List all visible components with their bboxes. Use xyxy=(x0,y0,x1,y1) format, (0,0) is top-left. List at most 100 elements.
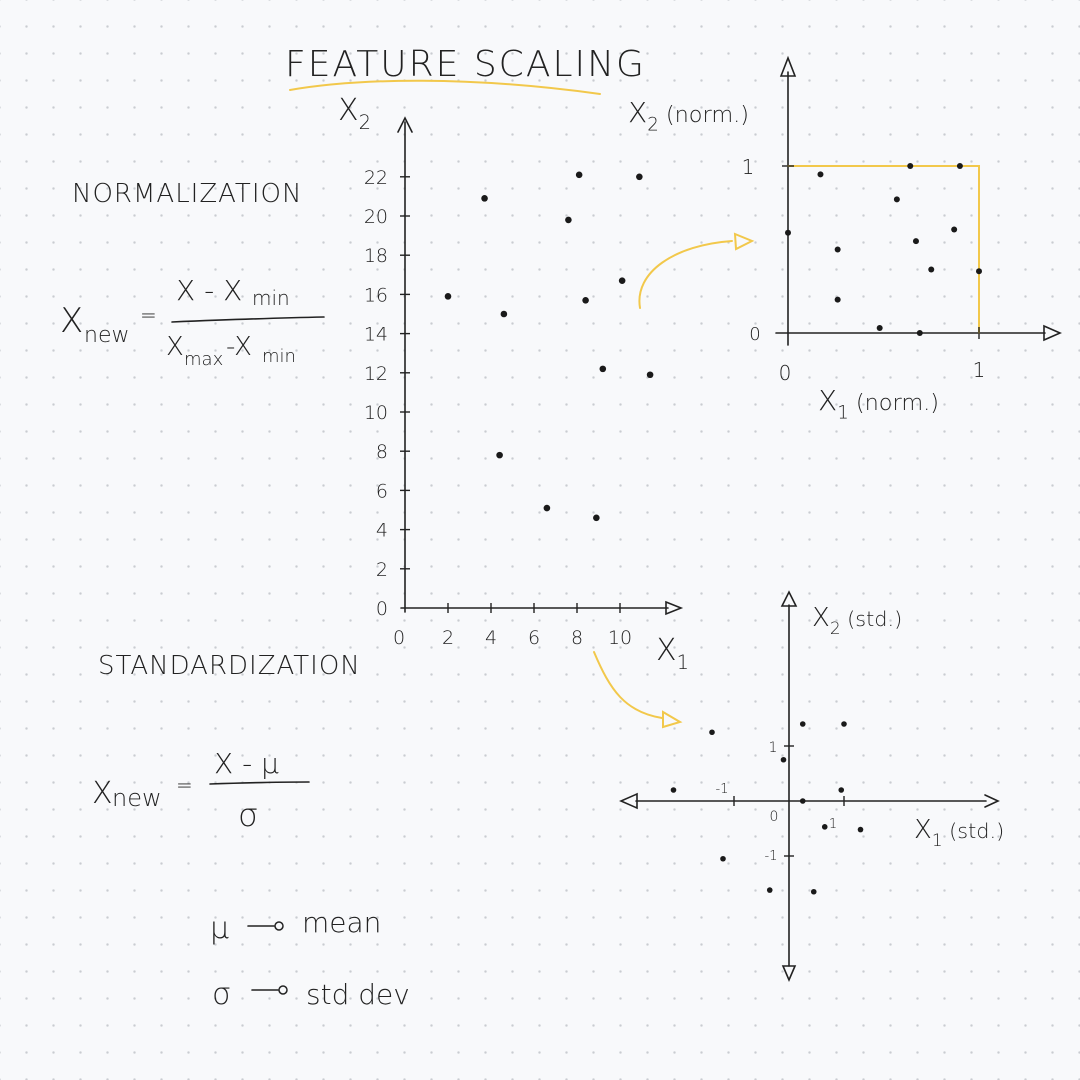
y-tick-label: 20 xyxy=(364,206,388,228)
y-tick-label: 0 xyxy=(376,598,388,620)
normalization-heading: NORMALIZATION xyxy=(72,179,302,209)
norm-den-b: -X xyxy=(226,332,252,362)
data-point xyxy=(500,310,508,318)
std-denominator: σ xyxy=(238,796,258,834)
data-point xyxy=(709,729,715,736)
x-tick-label: 10 xyxy=(608,627,632,649)
x-axis-arrow xyxy=(984,794,1000,808)
y-tick-label: 10 xyxy=(364,402,388,424)
data-point xyxy=(912,238,919,245)
norm-eq: = xyxy=(140,303,157,327)
data-point xyxy=(799,798,806,804)
data-point xyxy=(444,293,452,300)
arrow-to-normalized-head xyxy=(733,232,755,251)
y-axis-arrow xyxy=(397,116,413,133)
y-axis-arrow-down xyxy=(781,965,797,983)
data-point xyxy=(916,330,923,336)
data-point xyxy=(857,826,864,833)
data-point xyxy=(928,266,935,273)
data-point xyxy=(720,855,726,862)
data-point xyxy=(893,196,900,203)
data-point xyxy=(599,365,607,373)
sigma-arrow-head xyxy=(278,985,288,995)
x-tick-label: 6 xyxy=(528,627,540,649)
sigma-text: std dev xyxy=(306,978,410,1011)
standardization-formula: X new = X - μ σ xyxy=(92,747,310,834)
data-point xyxy=(593,514,600,522)
y-tick-label: 1 xyxy=(769,740,778,756)
y-tick-label: 8 xyxy=(376,441,388,463)
data-point xyxy=(575,171,583,179)
std-lhs-sub: new xyxy=(112,784,162,812)
norm-lhs-sub: new xyxy=(84,323,129,348)
x-axis-arrow xyxy=(1043,324,1062,342)
x-axis-label: X1 (norm.) xyxy=(818,384,939,423)
y-tick-label: 4 xyxy=(376,520,388,542)
y-axis-arrow xyxy=(780,590,798,607)
data-point xyxy=(834,296,841,303)
data-point xyxy=(907,163,914,169)
data-point xyxy=(636,173,643,181)
mu-text: mean xyxy=(302,906,381,939)
data-point xyxy=(481,195,488,202)
data-point xyxy=(838,787,845,793)
data-point xyxy=(876,324,883,331)
norm-den-a-sub: max xyxy=(184,349,223,370)
mu-symbol: μ xyxy=(210,911,229,946)
x-tick-label: -1 xyxy=(716,782,729,797)
y-axis-label: X2 xyxy=(338,93,371,134)
original-scatter-chart: 0 2 4 6 8 10 12 14 16 18 20 22 0 2 4 6 8 10 X2 X1 xyxy=(338,93,689,674)
y-tick-label: 1 xyxy=(742,155,755,179)
arrow-to-standardized-head xyxy=(662,710,683,729)
data-point xyxy=(766,887,773,893)
x-tick-label: 1 xyxy=(973,358,986,382)
x-axis-label: X1 xyxy=(656,633,689,674)
y-tick-label: 18 xyxy=(364,245,388,267)
std-numerator: X - μ xyxy=(214,747,279,780)
unit-box-outline xyxy=(787,165,980,334)
normalization-formula: X new = X - X min X max -X min xyxy=(60,274,325,370)
data-point xyxy=(785,229,791,236)
y-axis-arrow xyxy=(779,55,797,77)
x-axis-label: X1 (std.) xyxy=(914,815,1004,850)
x-axis-arrow xyxy=(665,600,684,616)
data-point xyxy=(582,296,589,304)
data-point xyxy=(670,787,677,793)
data-point xyxy=(496,451,503,459)
data-point xyxy=(646,371,654,379)
std-fraction-bar xyxy=(209,781,310,785)
data-point xyxy=(618,277,626,284)
y-tick-label: 2 xyxy=(376,559,388,581)
x-tick-label: 2 xyxy=(442,627,454,649)
page-title: FEATURE SCALING xyxy=(285,44,646,85)
y-axis-label: X2 (std.) xyxy=(812,603,902,638)
y-tick-label: 0 xyxy=(749,324,760,345)
norm-den-a: X xyxy=(166,332,184,362)
data-point xyxy=(810,888,817,895)
y-tick-label: -1 xyxy=(765,849,778,864)
arrow-to-normalized xyxy=(638,240,733,309)
norm-fraction-bar xyxy=(171,316,325,323)
mu-arrow-head xyxy=(274,921,284,931)
norm-lhs: X xyxy=(60,301,83,341)
data-point xyxy=(565,216,572,224)
data-point xyxy=(956,163,963,169)
std-eq: = xyxy=(176,773,193,797)
standardized-scatter-chart: -1 1 1 -1 0 X2 (std.) X1 (std.) xyxy=(619,590,1004,983)
norm-numerator-sub: min xyxy=(252,286,290,310)
data-point xyxy=(799,721,806,727)
origin-label: 0 xyxy=(770,809,779,825)
x-tick-label: 0 xyxy=(393,627,405,649)
x-tick-label: 1 xyxy=(829,817,837,832)
sigma-symbol: σ xyxy=(212,977,231,1012)
data-point xyxy=(834,246,841,253)
title-underline xyxy=(289,79,601,95)
data-point xyxy=(951,226,958,233)
data-point xyxy=(543,504,551,512)
symbol-legend: μ mean σ std dev xyxy=(210,906,410,1012)
arrow-to-standardized xyxy=(593,651,663,719)
data-point xyxy=(976,268,982,275)
x-tick-label: 4 xyxy=(485,627,497,649)
y-axis-label: X2 (norm.) xyxy=(628,96,749,135)
standardization-heading: STANDARDIZATION xyxy=(98,651,361,681)
